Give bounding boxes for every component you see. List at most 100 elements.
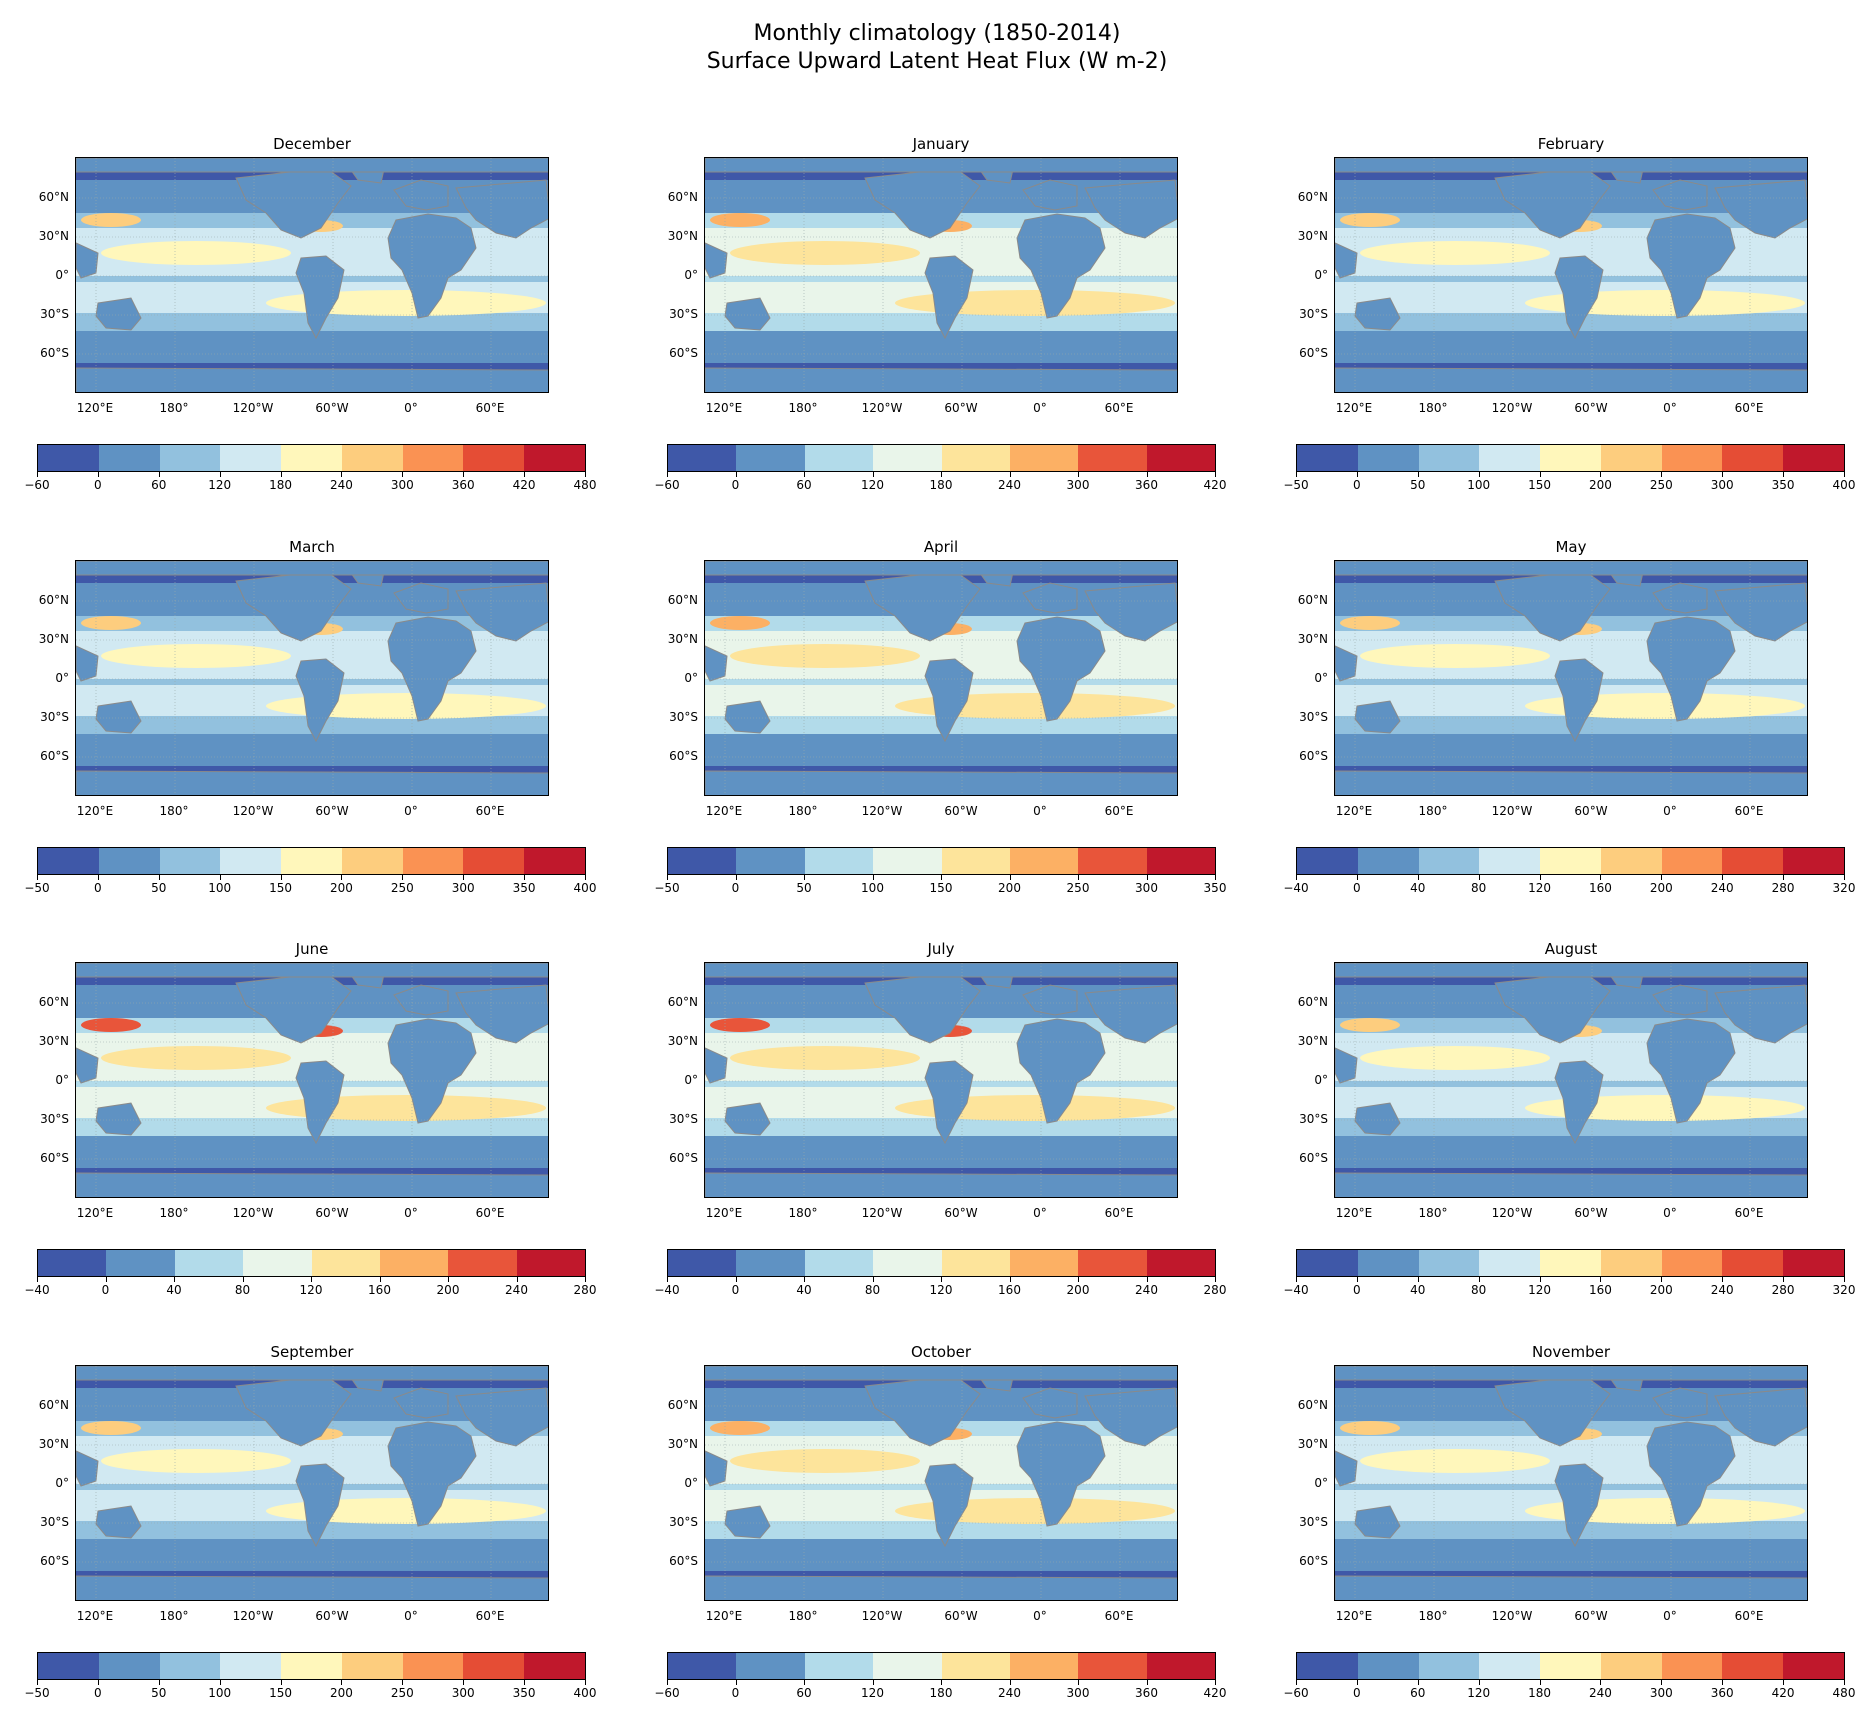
colorbar-tick-label: 40: [166, 1283, 182, 1297]
colorbar-tick-label: 360: [1135, 1686, 1158, 1700]
longitude-label: 60°W: [1574, 1609, 1608, 1623]
colorbar-tick-label: 350: [1203, 881, 1227, 895]
longitude-label: 60°E: [475, 1609, 505, 1623]
land-mass: [1652, 1387, 1708, 1419]
colorbar-tick-mark: [97, 875, 99, 880]
land-mass: [1494, 167, 1611, 239]
colorbar-tick-mark: [463, 472, 465, 477]
longitude-label: 180°: [788, 804, 818, 818]
colorbar-tick-mark: [1722, 875, 1724, 880]
latitude-label: 30°S: [40, 307, 69, 321]
colorbar-tick-label: 240: [998, 1686, 1021, 1700]
colorbar-tick-mark: [97, 472, 99, 477]
land-mass: [76, 242, 99, 279]
colorbar-segment: [1479, 445, 1541, 471]
land-mass: [235, 972, 352, 1044]
latitude-label: 30°S: [669, 1112, 698, 1126]
colorbar-tick-mark: [1600, 1680, 1602, 1685]
map-panel[interactable]: [704, 962, 1178, 1198]
map-panel[interactable]: [1334, 560, 1808, 796]
map-panel[interactable]: [75, 157, 549, 393]
land-mass: [1335, 1366, 1807, 1381]
longitude-label: 0°: [1033, 804, 1047, 818]
longitude-label: 0°: [1033, 1206, 1047, 1220]
land-mass: [1022, 179, 1078, 211]
longitude-label: 120°E: [705, 1609, 743, 1623]
map-panel[interactable]: [75, 1365, 549, 1601]
map-panel[interactable]: [75, 962, 549, 1198]
longitude-label: 120°W: [232, 1206, 274, 1220]
colorbar-tick-mark: [1146, 1680, 1148, 1685]
colorbar-tick-mark: [1783, 875, 1785, 880]
panel-title: December: [273, 135, 351, 153]
land-mass: [1494, 570, 1611, 642]
colorbar-tick-label: 80: [864, 1283, 881, 1297]
colorbar-tick-label: 50: [151, 881, 167, 895]
land-mass: [1646, 616, 1736, 722]
colorbar-segment: [106, 1250, 175, 1276]
map-panel[interactable]: [704, 157, 1178, 393]
colorbar-tick-label: 60: [151, 478, 167, 492]
land-mass: [76, 1366, 548, 1381]
latitude-label: 60°N: [667, 1398, 698, 1412]
latitude-label: 30°N: [1297, 1034, 1328, 1048]
kuroshio-hotspot: [710, 616, 770, 630]
colorbar-tick-label: 50: [151, 1686, 167, 1700]
map-panel[interactable]: [1334, 157, 1808, 393]
colorbar-tick-label: 120: [299, 1283, 323, 1297]
figure-title: Monthly climatology (1850-2014) Surface …: [0, 20, 1874, 76]
colorbar-tick-label: 200: [329, 881, 353, 895]
colorbar-segment: [941, 1250, 1010, 1276]
land-mass: [393, 179, 449, 211]
latitude-label: 0°: [1314, 671, 1328, 685]
land-mass: [1335, 242, 1358, 279]
latitude-label: 60°N: [1297, 190, 1328, 204]
land-mass: [76, 561, 548, 576]
land-mass: [1354, 1102, 1401, 1136]
map-panel[interactable]: [704, 560, 1178, 796]
colorbar-tick-label: 180: [269, 478, 292, 492]
colorbar-tick-label: 300: [451, 1686, 475, 1700]
longitude-label: 0°: [404, 1609, 418, 1623]
colorbar: [37, 444, 586, 472]
map-panel[interactable]: [1334, 1365, 1808, 1601]
colorbar-tick-label: −60: [1283, 1686, 1309, 1700]
colorbar-tick-mark: [1296, 1277, 1297, 1282]
colorbar-tick-label: 200: [998, 881, 1021, 895]
land-mass: [1335, 1450, 1358, 1487]
land-mass: [1554, 255, 1604, 340]
colorbar-segment: [341, 848, 403, 874]
map-panel[interactable]: [75, 560, 549, 796]
colorbar-tick-label: 350: [1771, 478, 1795, 492]
latitude-label: 60°N: [38, 190, 69, 204]
map-panel[interactable]: [1334, 962, 1808, 1198]
latitude-label: 30°N: [38, 632, 69, 646]
longitude-label: 180°: [159, 1206, 189, 1220]
colorbar-tick-label: 240: [329, 478, 353, 492]
colorbar-segment: [341, 445, 403, 471]
colorbar-segment: [1600, 1653, 1662, 1679]
colorbar-tick-mark: [1478, 875, 1480, 880]
colorbar-segment: [1297, 848, 1358, 874]
colorbar-segment: [1146, 1250, 1215, 1276]
longitude-label: 60°W: [315, 401, 349, 415]
colorbar-tick-label: 300: [1135, 881, 1158, 895]
colorbar-segment: [402, 445, 464, 471]
land-mass: [1016, 616, 1106, 722]
colorbar-tick-mark: [341, 472, 343, 477]
colorbar-segment: [1418, 848, 1480, 874]
latitude-label: 60°S: [669, 1151, 698, 1165]
colorbar: [1296, 444, 1845, 472]
latitude-label: 30°S: [40, 1112, 69, 1126]
map-svg: [705, 561, 1177, 795]
colorbar-segment: [220, 848, 282, 874]
colorbar-tick-label: −50: [654, 881, 680, 895]
longitude-label: 120°E: [76, 1206, 114, 1220]
colorbar-tick-label: 120: [861, 478, 884, 492]
colorbar-tick-label: 150: [269, 881, 292, 895]
map-panel[interactable]: [704, 1365, 1178, 1601]
longitude-label: 120°E: [76, 804, 114, 818]
colorbar-tick-label: 280: [1203, 1283, 1227, 1297]
colorbar-tick-mark: [105, 1277, 107, 1282]
colorbar-tick-label: 360: [1710, 1686, 1734, 1700]
